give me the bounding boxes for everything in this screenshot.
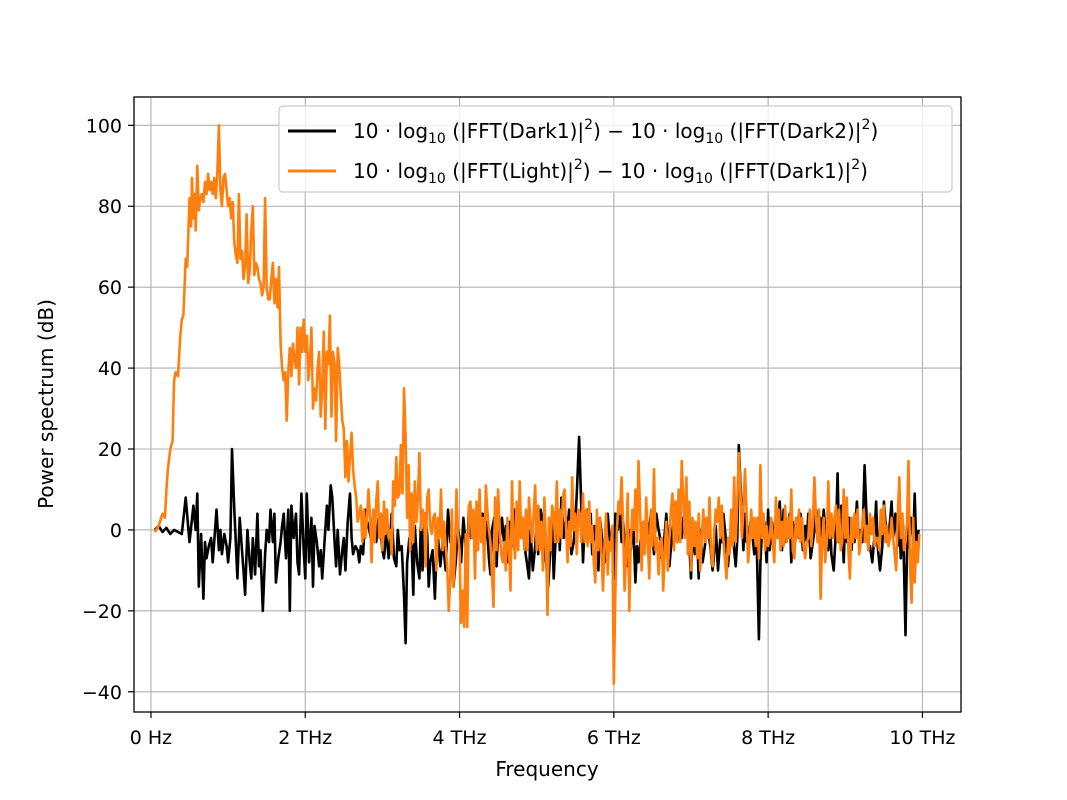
plot-frame [133, 96, 962, 713]
x-tick-label: 10 THz [889, 727, 955, 749]
y-axis-label: Power spectrum (dB) [34, 299, 58, 509]
y-tick-label: 0 [110, 520, 122, 542]
x-tick-label: 8 THz [741, 727, 795, 749]
y-tick-label: 80 [98, 196, 122, 218]
y-tick-label: −40 [82, 682, 122, 704]
legend: 10 · log10 (|FFT(Dark1)|2) − 10 · log10 … [278, 105, 953, 193]
y-tick-label: 60 [98, 277, 122, 299]
y-tick-label: 20 [98, 439, 122, 461]
series-lines [153, 124, 921, 685]
x-tick-label: 6 THz [587, 727, 641, 749]
x-tick-label: 2 THz [278, 727, 332, 749]
legend-box [278, 105, 953, 193]
x-tick-label: 4 THz [433, 727, 487, 749]
x-tick-label: 0 Hz [130, 727, 172, 749]
axis-ticks: 0 Hz 2 THz 4 THz 6 THz 8 THz 10 THz 100 80 60 40 2… [82, 115, 956, 749]
y-tick-label: 40 [98, 358, 122, 380]
x-axis-label: Frequency [495, 757, 598, 781]
y-tick-label: −20 [82, 601, 122, 623]
series-line-light-minus-dark1 [153, 124, 921, 685]
y-tick-label: 100 [86, 115, 122, 137]
